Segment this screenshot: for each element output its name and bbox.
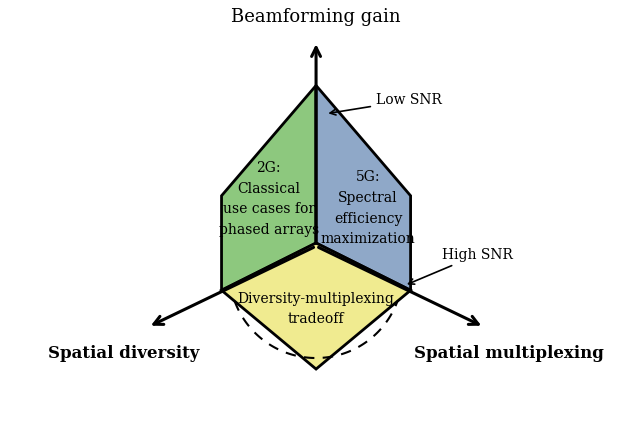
Text: Diversity-multiplexing
tradeoff: Diversity-multiplexing tradeoff [237,292,394,326]
Text: Low SNR: Low SNR [330,93,442,115]
Polygon shape [221,85,316,290]
Text: 2G:
Classical
use cases for
phased arrays: 2G: Classical use cases for phased array… [219,161,319,237]
Text: High SNR: High SNR [408,248,513,284]
Text: Spatial diversity: Spatial diversity [48,345,199,362]
Text: 5G:
Spectral
efficiency
maximization: 5G: Spectral efficiency maximization [321,170,415,246]
Polygon shape [316,85,411,290]
Text: Spatial multiplexing: Spatial multiplexing [413,345,604,362]
Polygon shape [221,243,411,369]
Text: Beamforming gain: Beamforming gain [231,7,401,25]
